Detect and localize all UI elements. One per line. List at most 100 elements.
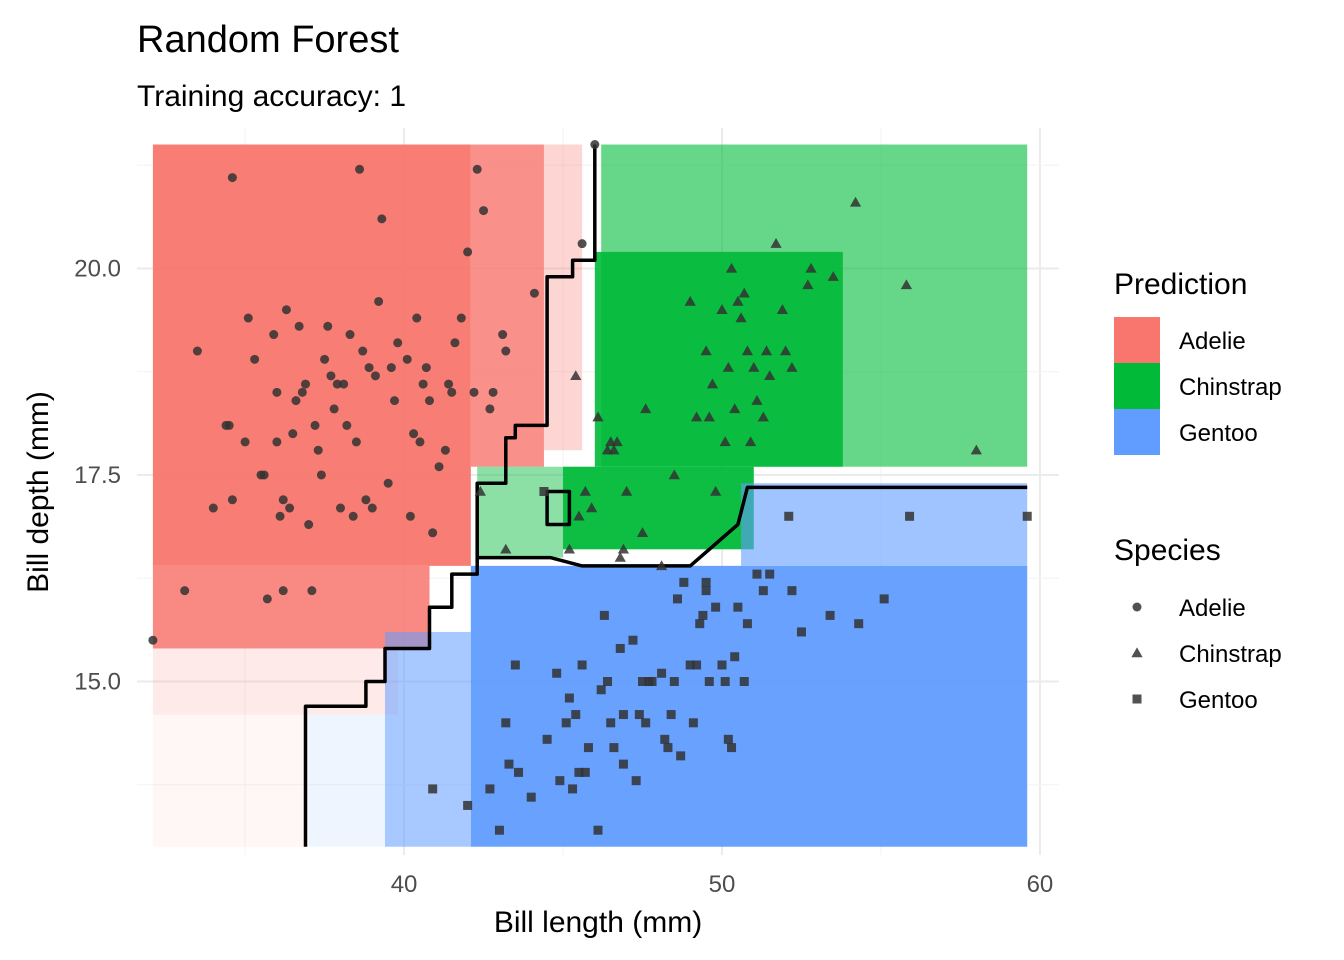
point-gentoo (676, 751, 686, 761)
prediction-regions (152, 144, 1028, 847)
prediction-region-adelie (152, 565, 430, 649)
legend-key-gentoo (1114, 409, 1160, 455)
point-chinstrap (563, 543, 576, 554)
decision-boundary (545, 489, 572, 527)
point-chinstrap (655, 560, 668, 571)
x-axis-ticks: 40 50 60 (391, 871, 1054, 898)
point-gentoo (599, 610, 609, 620)
point-chinstrap (776, 304, 789, 314)
point-adelie (348, 511, 358, 521)
point-adelie (456, 313, 466, 323)
point-chinstrap (620, 485, 633, 496)
species-legend: Species Adelie Chinstrap Gentoo (1114, 534, 1282, 714)
point-adelie (409, 429, 419, 439)
point-adelie (332, 379, 342, 389)
point-gentoo (733, 602, 743, 612)
point-adelie (529, 288, 539, 298)
y-tick-label: 17.5 (74, 462, 121, 489)
x-tick-label: 40 (391, 871, 418, 898)
point-adelie (469, 387, 479, 397)
point-adelie (355, 164, 365, 174)
chart-subtitle: Training accuracy: 1 (137, 80, 406, 113)
point-gentoo (628, 635, 638, 645)
point-adelie (339, 379, 349, 389)
point-chinstrap (729, 403, 741, 414)
point-gentoo (568, 784, 578, 794)
point-gentoo (647, 677, 657, 687)
point-gentoo (609, 743, 619, 753)
point-chinstrap (668, 469, 680, 480)
point-adelie (313, 445, 323, 455)
prediction-legend: Prediction Adelie Chinstrap Gentoo (1114, 268, 1282, 455)
point-adelie (262, 594, 272, 604)
point-gentoo (606, 718, 616, 728)
point-chinstrap (735, 312, 747, 323)
point-chinstrap (706, 378, 719, 389)
point-adelie (498, 330, 508, 340)
point-chinstrap (579, 485, 591, 496)
x-tick-label: 60 (1027, 871, 1054, 898)
point-adelie (297, 387, 307, 397)
point-adelie (272, 437, 282, 447)
point-adelie (250, 354, 260, 364)
point-gentoo (752, 569, 762, 579)
point-gentoo (701, 586, 711, 596)
plot-panel (137, 128, 1059, 855)
point-chinstrap (592, 411, 604, 422)
point-adelie (450, 338, 460, 348)
point-gentoo (758, 586, 768, 596)
point-adelie (307, 586, 317, 596)
point-gentoo (542, 734, 552, 744)
point-gentoo (574, 767, 584, 777)
point-chinstrap (573, 510, 585, 521)
point-gentoo (727, 743, 737, 753)
point-chinstrap (900, 279, 913, 290)
point-chinstrap (586, 502, 598, 513)
point-gentoo (463, 800, 473, 810)
point-chinstrap (827, 271, 839, 281)
point-gentoo (631, 776, 641, 786)
point-gentoo (501, 718, 511, 728)
data-points (148, 140, 1032, 835)
point-adelie (148, 635, 158, 645)
point-adelie (444, 379, 454, 389)
point-chinstrap (500, 543, 512, 554)
point-adelie (393, 338, 403, 348)
point-adelie (447, 387, 457, 397)
point-adelie (415, 437, 425, 447)
point-chinstrap (751, 395, 763, 405)
point-adelie (208, 503, 218, 513)
point-gentoo (552, 668, 562, 678)
point-gentoo (485, 784, 495, 794)
point-gentoo (615, 643, 625, 653)
point-adelie (405, 511, 415, 521)
point-gentoo (657, 668, 667, 678)
point-chinstrap (738, 287, 750, 298)
point-gentoo (669, 677, 679, 687)
point-adelie (424, 396, 434, 406)
point-gentoo (577, 660, 587, 670)
legend-shape-adelie (1132, 602, 1142, 612)
point-adelie (278, 495, 288, 505)
point-adelie (224, 420, 234, 430)
point-chinstrap (570, 370, 582, 381)
point-gentoo (905, 511, 915, 521)
point-gentoo (514, 767, 524, 777)
point-adelie (329, 404, 339, 414)
point-gentoo (634, 710, 644, 720)
prediction-region-adelie (152, 144, 471, 566)
point-chinstrap (770, 238, 782, 248)
point-adelie (269, 330, 279, 340)
point-gentoo (663, 743, 673, 753)
point-adelie (364, 363, 374, 373)
point-gentoo (784, 511, 794, 521)
point-chinstrap (700, 345, 712, 356)
point-adelie (243, 313, 253, 323)
point-gentoo (494, 825, 504, 835)
point-adelie (472, 164, 482, 174)
point-adelie (590, 140, 600, 150)
point-adelie (367, 503, 377, 513)
point-gentoo (720, 677, 730, 687)
point-gentoo (854, 619, 864, 629)
point-adelie (374, 296, 384, 306)
